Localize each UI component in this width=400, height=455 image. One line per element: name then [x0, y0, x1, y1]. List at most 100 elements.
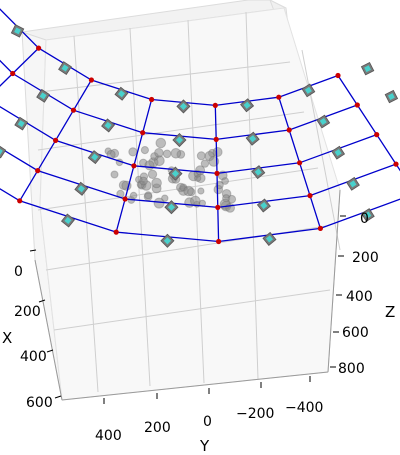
- camera-frustum: [172, 132, 187, 148]
- cloud-point: [151, 177, 162, 189]
- camera-grid: [0, 8, 400, 248]
- camera-frustum: [14, 116, 29, 131]
- camera-center-point: [70, 107, 77, 113]
- x-tick-label: 600: [26, 395, 53, 411]
- frustum-face: [163, 237, 171, 245]
- frustum-face: [167, 203, 175, 211]
- camera-center-point: [17, 198, 23, 204]
- camera-center-point: [131, 163, 137, 169]
- camera-grid-col-line: [0, 47, 40, 87]
- x-tick-mark: [54, 395, 62, 399]
- cloud-point: [162, 149, 172, 159]
- grid-line: [245, 11, 259, 380]
- camera-center-point: [335, 72, 341, 79]
- cloud-point: [128, 147, 138, 157]
- x-tick-label: 200: [14, 304, 41, 320]
- z-tick-label: 800: [338, 361, 365, 377]
- cloud-point: [139, 176, 148, 186]
- camera-center-point: [317, 225, 323, 231]
- frustum-face: [179, 102, 188, 111]
- cloud-point: [144, 191, 153, 200]
- camera-frustum: [176, 99, 191, 114]
- frustum-face: [319, 118, 327, 126]
- cloud-point: [161, 194, 169, 202]
- camera-center-point: [113, 229, 119, 235]
- camera-frustum: [10, 24, 25, 38]
- camera-frustum: [58, 61, 72, 75]
- camera-frustum: [60, 213, 76, 228]
- camera-center-point: [10, 70, 16, 77]
- camera-center-point: [36, 45, 42, 51]
- camera-frustum: [384, 89, 399, 104]
- y-tick-label: 0: [203, 414, 212, 430]
- grid-line: [39, 61, 291, 93]
- frustum-face: [334, 149, 342, 157]
- frustum-face: [364, 211, 372, 219]
- y-tick-label: 400: [95, 428, 122, 444]
- camera-frustum: [256, 198, 271, 213]
- frustum-face: [64, 216, 72, 225]
- cloud-point: [110, 170, 119, 179]
- camera-center-point: [213, 136, 219, 142]
- frustum-face: [14, 27, 21, 35]
- frustum-face: [349, 180, 357, 188]
- frustum-face: [77, 185, 85, 193]
- camera-center-point: [276, 94, 282, 100]
- camera-center-point: [212, 102, 218, 108]
- camera-frustum: [360, 61, 375, 76]
- frustum-face: [39, 92, 47, 100]
- x-axis-label: X: [2, 329, 12, 347]
- camera-center-point: [216, 238, 222, 245]
- frame-edge: [61, 371, 329, 401]
- grid-line: [53, 289, 331, 331]
- frustum-face: [104, 121, 112, 129]
- camera-frustum: [164, 200, 179, 215]
- z-axis-label: Z: [385, 303, 395, 321]
- axes-frame: [34, 189, 341, 401]
- y-tick-label: −200: [236, 406, 274, 422]
- z-tick-label: 400: [346, 289, 373, 305]
- frustum-face: [265, 235, 274, 243]
- x-tick-label: 400: [20, 349, 47, 365]
- frame-edge: [34, 259, 63, 401]
- cloud-point: [153, 197, 165, 209]
- camera-frustum: [101, 118, 116, 133]
- cloud-point: [196, 151, 206, 161]
- camera-frustum: [0, 144, 7, 159]
- camera-frustum: [240, 98, 255, 113]
- frustum-face: [243, 101, 251, 109]
- camera-center-point: [215, 204, 221, 210]
- camera-center-point: [149, 96, 155, 103]
- camera-center-point: [214, 170, 220, 176]
- cloud-point: [200, 159, 210, 168]
- cloud-point: [129, 191, 138, 200]
- axes-panes: [21, 0, 341, 401]
- camera-center-point: [354, 102, 360, 108]
- y-tick-label: −400: [285, 400, 323, 416]
- frustum-face: [0, 147, 3, 155]
- camera-frustum: [346, 176, 360, 191]
- cloud-point: [155, 137, 167, 149]
- x-tick-mark: [46, 349, 54, 353]
- camera-center-point: [35, 168, 41, 174]
- camera-center-point: [297, 160, 303, 166]
- cloud-point: [197, 187, 205, 195]
- grid-line: [73, 35, 99, 393]
- cloud-point: [144, 160, 155, 171]
- z-tick-label: 600: [342, 325, 369, 341]
- frustum-face: [117, 90, 126, 98]
- frustum-face: [304, 86, 312, 94]
- camera-center-point: [307, 193, 313, 199]
- tick-marks: [29, 215, 346, 404]
- camera-frustum: [114, 86, 129, 101]
- frustum-face: [254, 168, 262, 176]
- camera-center-point: [122, 196, 128, 202]
- camera-center-point: [393, 161, 399, 167]
- cloud-point: [227, 194, 237, 204]
- frustum-face: [364, 65, 371, 73]
- grid-line: [37, 111, 305, 151]
- y-tick-label: 200: [144, 420, 171, 436]
- frustum-face: [249, 135, 257, 143]
- x-tick-mark: [38, 299, 46, 303]
- z-tick-label: 0: [360, 211, 369, 227]
